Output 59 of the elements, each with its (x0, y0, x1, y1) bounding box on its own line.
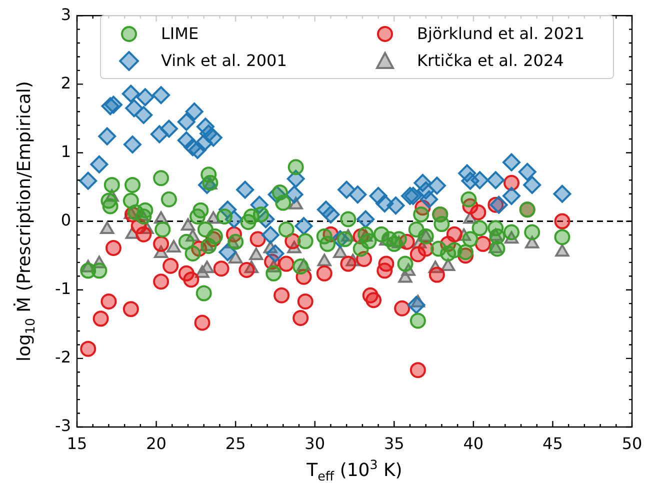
x-tick-label: 35 (384, 434, 404, 453)
point (166, 240, 181, 253)
y-tick-label: -2 (55, 348, 71, 367)
point (410, 362, 426, 378)
point (316, 265, 332, 282)
point (238, 262, 255, 278)
x-tick-label: 50 (622, 434, 642, 453)
y-tick-label: 0 (60, 210, 71, 230)
point (292, 310, 309, 326)
point (194, 314, 210, 331)
point (162, 258, 179, 274)
legend-label: Björklund et al. 2021 (417, 24, 584, 43)
y-tick-label: 2 (60, 73, 71, 92)
point (105, 240, 122, 256)
x-tick-label: 40 (463, 434, 484, 453)
y-tick-label: 1 (60, 142, 71, 161)
point (470, 204, 486, 220)
point (333, 246, 348, 258)
y-tick-label: -3 (55, 416, 71, 436)
point (122, 301, 139, 318)
point (136, 226, 152, 242)
point (213, 260, 230, 277)
point (278, 256, 294, 272)
point (317, 254, 332, 266)
legend-label: LIME (161, 24, 199, 43)
point (297, 294, 314, 310)
point (200, 260, 214, 274)
point (153, 274, 170, 290)
point (340, 256, 356, 272)
point (394, 300, 410, 316)
x-tick-label: 25 (225, 434, 246, 453)
point (446, 226, 462, 242)
x-tick-label: 30 (304, 434, 326, 453)
y-tick-label: 3 (60, 4, 71, 24)
y-tick-label: -1 (55, 279, 71, 298)
x-tick-label: 45 (542, 434, 563, 453)
point (474, 236, 491, 252)
point (555, 244, 570, 257)
x-tick-label: 20 (146, 434, 166, 453)
point (228, 251, 243, 264)
point (100, 294, 117, 310)
point (80, 340, 96, 357)
point (92, 310, 109, 327)
point (180, 218, 196, 231)
point (428, 266, 445, 283)
point (274, 287, 290, 304)
point (554, 213, 570, 230)
point (378, 256, 394, 272)
point (366, 292, 382, 308)
legend-label: Vink et al. 2001 (161, 51, 287, 70)
point (100, 222, 114, 234)
point (503, 174, 520, 191)
point (153, 236, 170, 252)
point (249, 248, 264, 260)
point (183, 272, 200, 288)
point (250, 231, 266, 248)
x-tick-label: 15 (66, 434, 88, 453)
y-axis-title: log10 Ṁ (Prescription/Empirical) (13, 81, 38, 362)
legend-label: Krtička et al. 2024 (417, 51, 564, 70)
